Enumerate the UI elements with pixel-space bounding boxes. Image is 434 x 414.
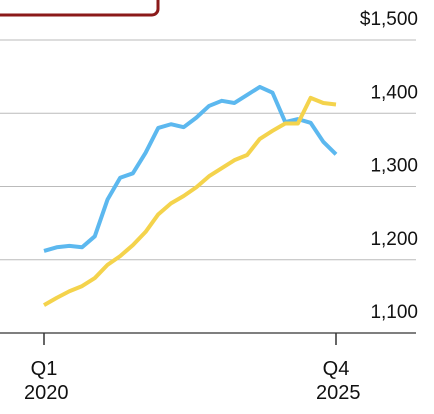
y-tick-label: 1,100 — [370, 302, 418, 323]
y-tick-label: 1,400 — [370, 82, 418, 103]
header-box — [0, 0, 160, 17]
x-tick-label: Q4 2025 — [316, 358, 361, 404]
y-tick-label: 1,300 — [370, 156, 418, 177]
line-series — [43, 95, 337, 307]
y-tick-label: 1,200 — [370, 229, 418, 250]
x-tick-label: Q1 2020 — [24, 358, 69, 404]
line-series — [43, 84, 338, 253]
y-tick-label: $1,500 — [360, 9, 418, 30]
